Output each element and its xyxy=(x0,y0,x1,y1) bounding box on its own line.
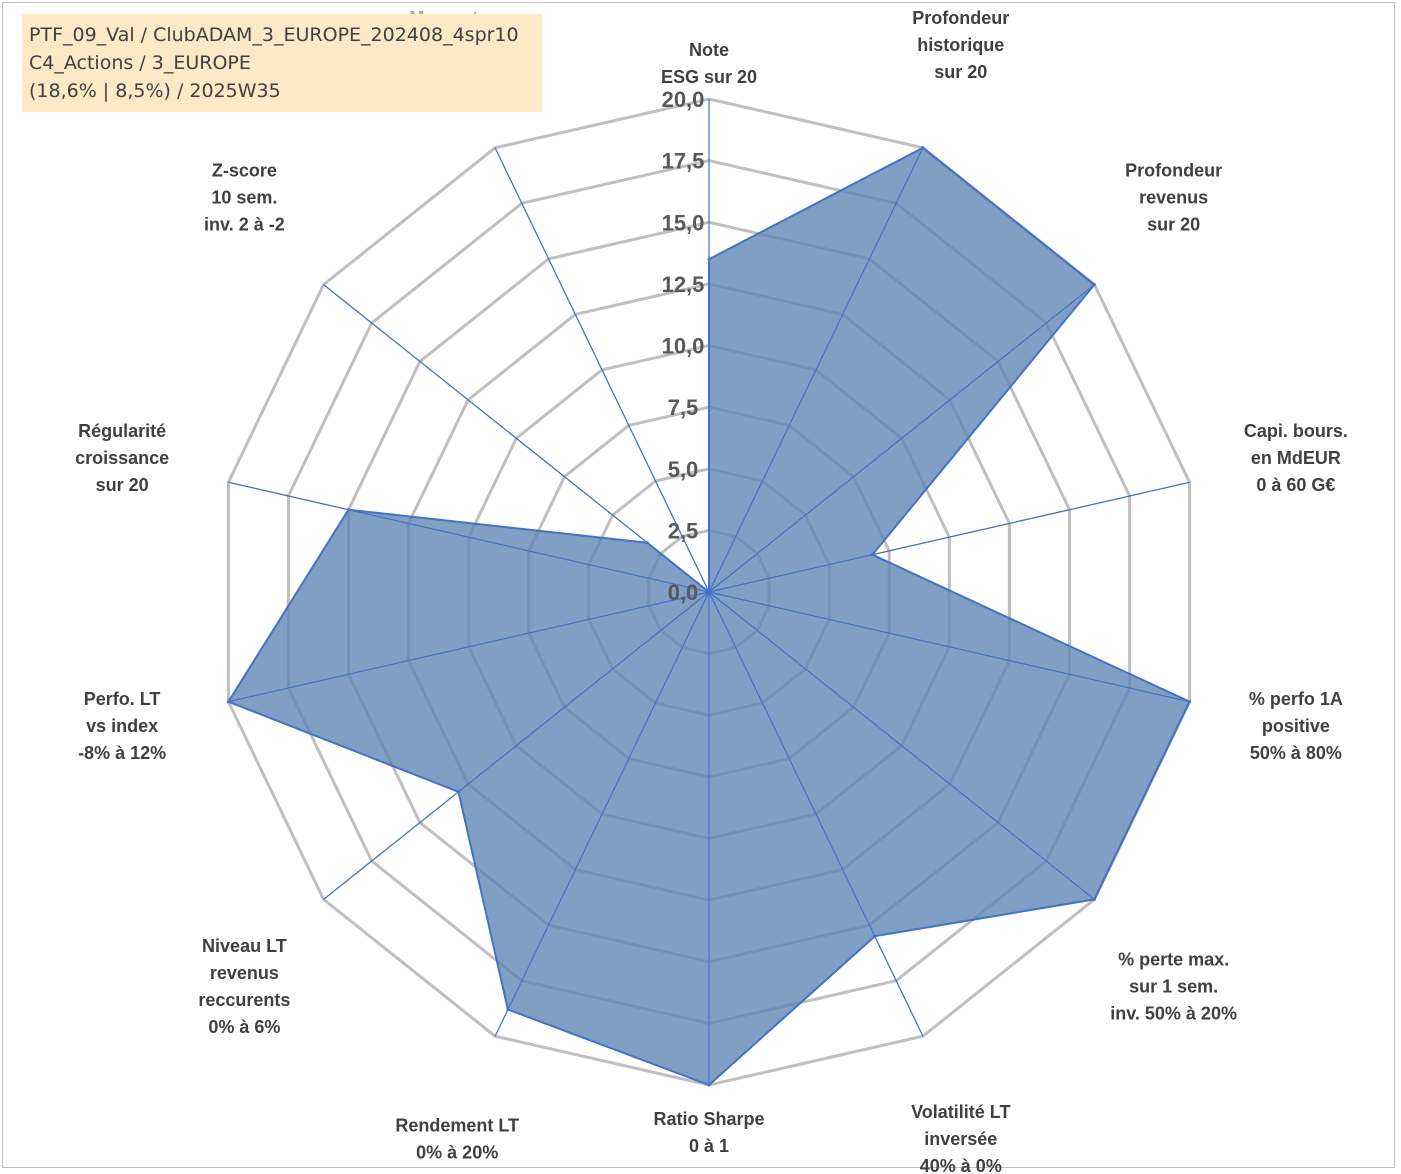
spoke-overlay-13 xyxy=(494,147,710,593)
axis-label-10-line-1: vs index xyxy=(86,716,158,736)
spoke-overlay-1 xyxy=(708,147,924,593)
spoke-overlay-4 xyxy=(708,591,1190,703)
axis-label-1-line-2: sur 20 xyxy=(934,62,987,82)
axis-label-10-line-0: Perfo. LT xyxy=(84,689,161,709)
axis-label-11: Régularité croissance sur 20 xyxy=(75,421,169,495)
axis-label-12-line-1: 10 sem. xyxy=(211,188,277,208)
axis-label-3-line-2: 0 à 60 G€ xyxy=(1256,475,1335,495)
axis-label-2-line-1: revenus xyxy=(1139,188,1208,208)
spoke-overlay-12 xyxy=(323,284,710,593)
axis-label-3: Capi. bours. en MdEUR 0 à 60 G€ xyxy=(1244,421,1348,495)
axis-label-8: Rendement LT 0% à 20% xyxy=(395,1115,519,1162)
axis-label-12-line-0: Z-score xyxy=(212,161,277,181)
axis-label-1-line-1: historique xyxy=(917,35,1004,55)
tick-label-0: 0,0 xyxy=(668,580,699,605)
axis-label-6-line-2: 40% à 0% xyxy=(920,1156,1002,1174)
axis-label-4-line-2: 50% à 80% xyxy=(1250,743,1342,763)
spoke-overlay-2 xyxy=(708,284,1095,593)
spoke-overlay-10 xyxy=(228,591,710,703)
portfolio-category: C4_Actions / 3_EUROPE xyxy=(29,52,251,74)
series-layer xyxy=(226,99,1192,1087)
tick-label-8: 20,0 xyxy=(662,87,705,112)
spoke-overlay-5 xyxy=(708,591,1095,900)
axis-label-0: Note ESG sur 20 xyxy=(661,40,757,87)
axis-label-5: % perte max. sur 1 sem. inv. 50% à 20% xyxy=(1110,950,1237,1024)
spoke-overlay-9 xyxy=(323,591,710,900)
axis-label-5-line-0: % perte max. xyxy=(1118,950,1229,970)
axis-label-8-line-1: 0% à 20% xyxy=(416,1142,498,1162)
axis-label-9-line-0: Niveau LT xyxy=(202,936,287,956)
portfolio-stats: (18,6% | 8,5%) / 2025W35 xyxy=(29,80,281,102)
axis-label-10-line-2: -8% à 12% xyxy=(78,743,166,763)
axis-labels-layer: Note ESG sur 20 Profondeur historique sur 20… xyxy=(75,8,1348,1174)
axis-label-10: Perfo. LT vs index -8% à 12% xyxy=(78,689,166,763)
axis-label-5-line-1: sur 1 sem. xyxy=(1129,977,1218,997)
axis-label-12: Z-score 10 sem. inv. 2 à -2 xyxy=(204,161,285,235)
axis-label-7-line-0: Ratio Sharpe xyxy=(653,1109,764,1129)
axis-label-0-line-1: ESG sur 20 xyxy=(661,67,757,87)
axis-label-1: Profondeur historique sur 20 xyxy=(912,8,1009,82)
axis-label-12-line-2: inv. 2 à -2 xyxy=(204,215,285,235)
tick-label-7: 17,5 xyxy=(662,149,705,174)
spoke-overlay-8 xyxy=(494,591,710,1037)
axis-label-4-line-1: positive xyxy=(1262,716,1330,736)
axis-label-2-line-2: sur 20 xyxy=(1147,215,1200,235)
axis-label-9: Niveau LT revenus reccurents 0% à 6% xyxy=(198,936,290,1037)
axis-label-2-line-0: Profondeur xyxy=(1125,161,1222,181)
tick-labels-layer: 0,0 2,5 5,0 7,5 10,0 12,5 15,0 17,5 20,0 xyxy=(662,87,705,605)
axis-label-0-line-0: Note xyxy=(689,40,729,60)
axis-label-11-line-2: sur 20 xyxy=(96,475,149,495)
axis-label-1-line-0: Profondeur xyxy=(912,8,1009,28)
portfolio-name: PTF_09_Val / ClubADAM_3_EUROPE_202408_4s… xyxy=(29,24,519,46)
axis-label-7: Ratio Sharpe 0 à 1 xyxy=(653,1109,764,1156)
axis-label-9-line-3: 0% à 6% xyxy=(208,1017,280,1037)
axis-label-9-line-2: reccurents xyxy=(198,990,290,1010)
axis-label-4: % perfo 1A positive 50% à 80% xyxy=(1249,689,1343,763)
portfolio-info-box: PTF_09_Val / ClubADAM_3_EUROPE_202408_4s… xyxy=(22,14,542,112)
axis-label-11-line-0: Régularité xyxy=(78,421,166,441)
axis-label-5-line-2: inv. 50% à 20% xyxy=(1110,1004,1237,1024)
axis-label-3-line-1: en MdEUR xyxy=(1251,448,1341,468)
axis-label-6: Volatilité LT inversée 40% à 0% xyxy=(911,1102,1010,1174)
axis-label-8-line-0: Rendement LT xyxy=(395,1115,519,1135)
axis-label-9-line-1: revenus xyxy=(210,963,279,983)
axis-label-6-line-1: inversée xyxy=(924,1129,997,1149)
spoke-overlay-6 xyxy=(708,591,924,1037)
spoke-overlay-3 xyxy=(708,481,1190,593)
axis-label-6-line-0: Volatilité LT xyxy=(911,1102,1010,1122)
tick-label-5: 12,5 xyxy=(662,272,705,297)
tick-label-4: 10,0 xyxy=(662,334,705,359)
spoke-overlay-11 xyxy=(228,481,710,593)
tick-label-6: 15,0 xyxy=(662,210,705,235)
tick-label-2: 5,0 xyxy=(668,457,699,482)
axis-label-7-line-1: 0 à 1 xyxy=(689,1136,729,1156)
tick-label-1: 2,5 xyxy=(668,518,699,543)
tick-label-3: 7,5 xyxy=(668,395,699,420)
axis-label-4-line-0: % perfo 1A xyxy=(1249,689,1343,709)
axis-label-2: Profondeur revenus sur 20 xyxy=(1125,161,1222,235)
axis-label-3-line-0: Capi. bours. xyxy=(1244,421,1348,441)
axis-label-11-line-1: croissance xyxy=(75,448,169,468)
